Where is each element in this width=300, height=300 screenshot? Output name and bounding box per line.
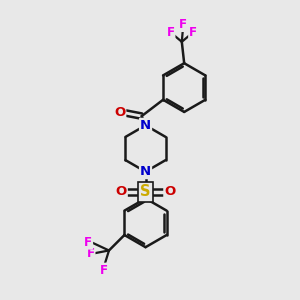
Text: F: F — [87, 247, 94, 260]
Text: F: F — [179, 18, 187, 31]
Text: O: O — [164, 185, 175, 198]
Text: F: F — [84, 236, 92, 249]
Text: O: O — [114, 106, 125, 119]
Text: N: N — [140, 165, 151, 178]
Text: S: S — [140, 184, 151, 200]
Text: F: F — [100, 264, 108, 277]
Text: O: O — [116, 185, 127, 198]
Text: F: F — [189, 26, 197, 39]
Text: F: F — [167, 26, 175, 39]
Text: N: N — [140, 119, 151, 132]
